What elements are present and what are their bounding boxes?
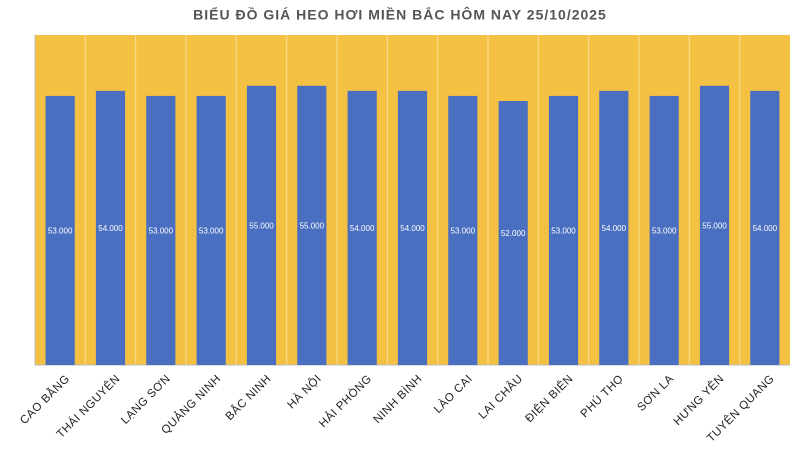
bar bbox=[548, 95, 579, 365]
bar bbox=[347, 90, 377, 365]
value-label: 54.000 bbox=[753, 224, 778, 233]
bar bbox=[448, 95, 478, 365]
x-tick-label: BẮC NINH bbox=[223, 372, 274, 423]
x-tick-label: HÀ NỘI bbox=[285, 372, 324, 411]
bar bbox=[397, 90, 428, 365]
value-label: 53.000 bbox=[551, 227, 576, 236]
bar bbox=[297, 85, 327, 366]
x-tick-label: LÀO CAI bbox=[431, 372, 475, 416]
x-tick-label: HẢI PHÒNG bbox=[316, 372, 374, 430]
value-label: 54.000 bbox=[350, 224, 375, 233]
x-tick-label: HƯNG YÊN bbox=[671, 372, 727, 428]
x-tick-label: SƠN LA bbox=[635, 373, 676, 414]
value-label: 54.000 bbox=[98, 224, 123, 233]
value-label: 53.000 bbox=[149, 227, 174, 236]
bar bbox=[246, 85, 277, 366]
bar bbox=[498, 101, 528, 365]
value-label: 54.000 bbox=[602, 224, 627, 233]
value-label: 54.000 bbox=[400, 224, 425, 233]
bar bbox=[45, 95, 75, 365]
x-tick-label: NINH BÌNH bbox=[371, 372, 425, 426]
value-label: 55.000 bbox=[249, 221, 274, 230]
value-label: 53.000 bbox=[48, 227, 73, 236]
value-label: 52.000 bbox=[501, 229, 526, 238]
value-label: 53.000 bbox=[652, 227, 677, 236]
x-tick-label: PHÚ THỌ bbox=[578, 372, 626, 420]
bar bbox=[699, 85, 730, 366]
x-tick-label: CAO BẰNG bbox=[17, 372, 72, 427]
bar bbox=[95, 90, 126, 365]
chart-title: BIỂU ĐỒ GIÁ HEO HƠI MIỀN BẮC HÔM NAY 25/… bbox=[193, 6, 607, 23]
value-label: 55.000 bbox=[702, 221, 727, 230]
bar bbox=[750, 90, 780, 365]
value-label: 55.000 bbox=[300, 221, 325, 230]
x-tick-label: ĐIỆN BIÊN bbox=[523, 372, 576, 425]
value-label: 53.000 bbox=[451, 227, 476, 236]
value-label: 53.000 bbox=[199, 227, 224, 236]
x-tick-label: LẠNG SƠN bbox=[119, 373, 173, 427]
bar bbox=[196, 95, 226, 365]
bar bbox=[146, 95, 176, 365]
bar bbox=[649, 95, 679, 365]
bar bbox=[599, 90, 629, 365]
x-tick-label: LAI CHÂU bbox=[476, 372, 526, 422]
